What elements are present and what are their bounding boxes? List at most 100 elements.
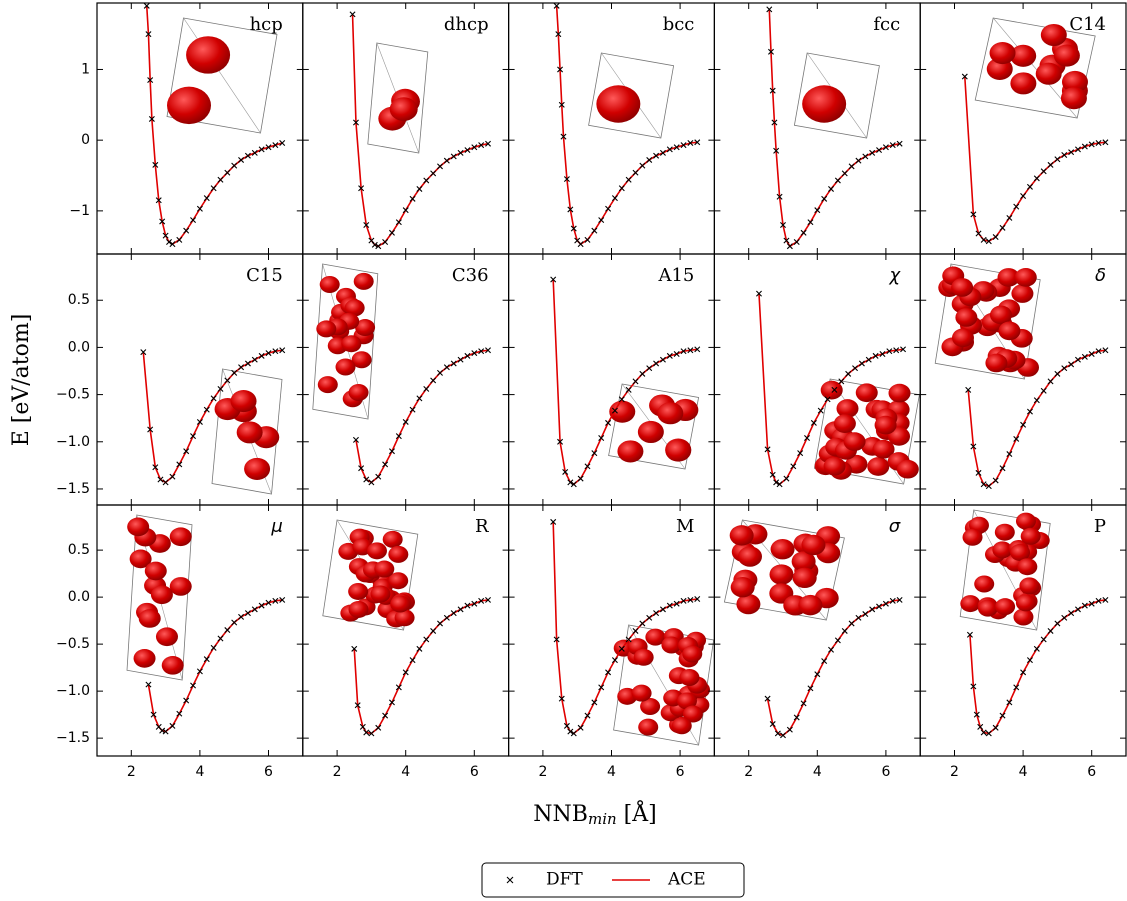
atom (319, 276, 340, 294)
dft-point (980, 236, 987, 243)
atom (1060, 87, 1087, 110)
dft-point (598, 684, 605, 691)
dft-point (272, 142, 279, 149)
dft-point (687, 347, 694, 354)
panel-title: fcc (873, 14, 900, 35)
y-tick-label: −1 (69, 203, 90, 219)
dft-point (855, 614, 862, 621)
dft-point (457, 606, 464, 613)
dft-point (1013, 684, 1020, 691)
x-tick-label: 6 (676, 764, 685, 780)
atom (960, 595, 981, 613)
dft-point (443, 614, 450, 621)
dft-point (977, 723, 984, 730)
y-tick-label: −1.0 (56, 683, 90, 699)
dft-point (485, 596, 492, 603)
ace-line (142, 349, 283, 484)
dft-point (457, 149, 464, 156)
dft-point (416, 645, 423, 652)
dft-point (258, 602, 265, 609)
dft-point (632, 627, 639, 634)
dft-point (395, 219, 402, 226)
legend-label: ACE (667, 870, 706, 890)
panel (550, 276, 701, 488)
atom (161, 655, 184, 675)
dft-point (359, 723, 366, 730)
dft-point (687, 596, 694, 603)
dft-point (646, 156, 653, 163)
dft-point (363, 729, 370, 736)
axes-frame (713, 2, 921, 255)
atom (631, 684, 652, 702)
dft-point (375, 724, 382, 731)
atom (244, 457, 271, 480)
dft-point (368, 237, 375, 244)
panel-title: P (1094, 516, 1106, 537)
dft-point (375, 243, 382, 250)
atom (994, 523, 1015, 541)
dft-point (464, 352, 471, 359)
dft-point (876, 147, 883, 154)
dft-point (147, 77, 154, 84)
atom (133, 649, 156, 668)
atom (633, 648, 654, 666)
dft-point (437, 369, 443, 376)
dft-point (1061, 152, 1068, 159)
x-tick-label: 2 (538, 764, 547, 780)
dft-point (646, 365, 653, 372)
panel-title: χ (889, 265, 902, 286)
dft-point (351, 645, 358, 652)
dft-point (584, 236, 591, 243)
dft-point (169, 722, 176, 729)
dft-point (570, 225, 577, 232)
dft-point (687, 140, 694, 146)
dft-point (862, 611, 869, 618)
dft-point (409, 657, 416, 664)
atom (316, 320, 337, 338)
dft-point (780, 222, 786, 228)
atom (836, 399, 859, 418)
atom (389, 97, 418, 122)
dft-point (210, 185, 217, 192)
atom (617, 440, 644, 463)
x-label-text: NNB (533, 802, 588, 827)
dft-point (764, 446, 771, 453)
dft-point (203, 656, 210, 663)
y-tick-label: 0.5 (68, 542, 90, 558)
dft-point (1033, 175, 1040, 182)
dft-point (1068, 610, 1075, 617)
dft-point (625, 386, 632, 393)
atom (394, 609, 415, 627)
dft-point (841, 627, 848, 634)
atom (169, 577, 192, 596)
dft-point (1061, 365, 1068, 372)
x-tick-label: 2 (950, 764, 959, 780)
dft-point (265, 350, 272, 357)
panel-title: A15 (657, 265, 694, 286)
dft-point (354, 702, 361, 709)
y-tick-label: 0.0 (68, 589, 90, 605)
atom (951, 278, 974, 297)
dft-point (653, 360, 660, 367)
dft-point (464, 602, 471, 609)
atom (769, 564, 794, 585)
dft-point (382, 712, 389, 719)
dft-point (231, 619, 238, 626)
dft-point (258, 352, 265, 359)
dft-point (584, 712, 591, 719)
dft-point (203, 406, 210, 413)
panel (553, 3, 701, 248)
atom (995, 598, 1016, 616)
dft-point (224, 627, 231, 634)
dft-point (611, 657, 618, 664)
dft-point (238, 613, 245, 620)
atom (150, 585, 173, 605)
atom (1040, 23, 1067, 47)
dft-point (659, 356, 666, 363)
x-label-subscript: min (588, 810, 617, 828)
atom (1014, 267, 1037, 287)
panel-title: bcc (663, 14, 695, 35)
dft-point (896, 596, 903, 603)
dft-point (680, 348, 687, 355)
dft-point (768, 48, 774, 55)
